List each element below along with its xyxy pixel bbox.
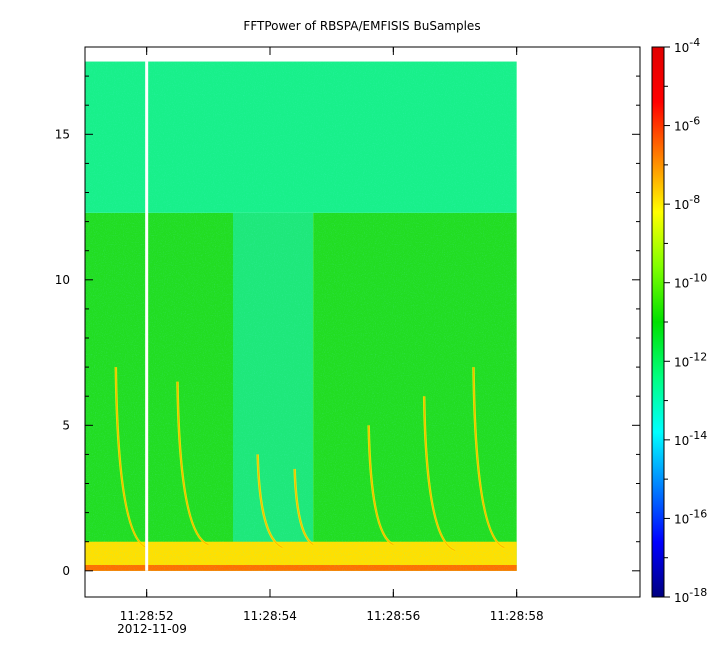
colorbar-tick-exponent: -14 xyxy=(689,429,707,442)
noise-texture xyxy=(85,61,517,571)
colorbar-tick-base: 10 xyxy=(674,591,689,605)
x-tick-label: 11:28:52 xyxy=(120,609,174,623)
x-axis: 11:28:52 11:28:54 11:28:56 11:28:58 xyxy=(120,47,544,623)
colorbar-tick-label: 10-10 xyxy=(674,272,707,291)
chorus-elements xyxy=(114,367,505,552)
chorus-element-core-4 xyxy=(368,425,394,546)
y-tick-label: 15 xyxy=(55,127,70,141)
x-tick-label: 11:28:58 xyxy=(490,609,544,623)
colorbar-tick-exponent: -8 xyxy=(689,193,700,206)
colorbar-tick-exponent: -4 xyxy=(689,36,700,49)
colorbar-tick-exponent: -16 xyxy=(689,507,707,520)
colorbar-tick-label: 10-4 xyxy=(674,36,700,55)
data-gap xyxy=(145,61,149,571)
x-tick-label: 11:28:54 xyxy=(243,609,297,623)
colorbar-tick-label: 10-6 xyxy=(674,115,700,134)
colorbar-tick-base: 10 xyxy=(674,277,689,291)
colorbar-tick-label: 10-14 xyxy=(674,429,707,448)
x-tick-label: 11:28:56 xyxy=(366,609,420,623)
colorbar-tick-base: 10 xyxy=(674,198,689,212)
chorus-element-core-3 xyxy=(294,468,314,546)
colorbar-tick-base: 10 xyxy=(674,434,689,448)
chorus-element-core-6 xyxy=(473,367,505,549)
plot-frame xyxy=(84,46,641,598)
y-tick-label: 5 xyxy=(62,418,70,432)
colorbar-tick-base: 10 xyxy=(674,355,689,369)
x-date-label: 2012-11-09 xyxy=(117,622,187,636)
colorbar-tick-label: 10-12 xyxy=(674,350,707,369)
colorbar-tick-base: 10 xyxy=(674,41,689,55)
chorus-element-core-1 xyxy=(177,381,209,546)
colorbar-tick-exponent: -6 xyxy=(689,115,700,128)
colorbar-tick-base: 10 xyxy=(674,512,689,526)
colorbar-tick-exponent: -10 xyxy=(689,272,707,285)
colorbar-gradient xyxy=(651,46,665,598)
y-tick-label: 0 xyxy=(62,564,70,578)
colorbar-tick-exponent: -12 xyxy=(689,350,707,363)
chorus-element-core-2 xyxy=(257,454,283,548)
colorbar-tick-label: 10-8 xyxy=(674,193,700,212)
colorbar-tick-label: 10-18 xyxy=(674,586,707,605)
colorbar-tick-label: 10-16 xyxy=(674,507,707,526)
chorus-element-core-0 xyxy=(115,367,147,549)
plot-area xyxy=(85,61,517,571)
colorbar-tick-base: 10 xyxy=(674,120,689,134)
chart-title: FFTPower of RBSPA/EMFISIS BuSamples xyxy=(243,19,480,33)
y-axis: 0 5 10 15 xyxy=(55,75,640,578)
colorbar-tick-exponent: -18 xyxy=(689,586,707,599)
chorus-element-core-5 xyxy=(423,396,456,551)
y-tick-label: 10 xyxy=(55,273,70,287)
